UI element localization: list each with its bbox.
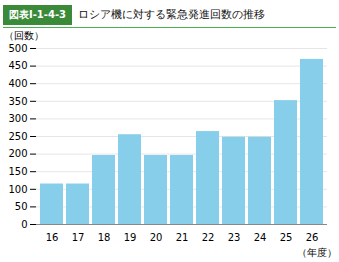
svg-text:200: 200 — [8, 148, 27, 159]
svg-text:500: 500 — [8, 43, 27, 54]
svg-text:300: 300 — [8, 113, 27, 124]
svg-text:22: 22 — [202, 232, 215, 243]
svg-text:17: 17 — [72, 232, 85, 243]
svg-text:25: 25 — [280, 232, 293, 243]
html-text:ロシア機に対する緊急発進回数の推移: ロシア機に対する緊急発進回数の推移 — [78, 8, 265, 21]
svg-text:450: 450 — [8, 60, 27, 71]
svg-text:20: 20 — [150, 232, 163, 243]
svg-text:50: 50 — [15, 201, 28, 212]
svg-text:（年度）: （年度） — [297, 247, 337, 258]
svg-text:26: 26 — [306, 232, 319, 243]
svg-text:23: 23 — [228, 232, 241, 243]
svg-text:19: 19 — [124, 232, 137, 243]
svg-text:16: 16 — [46, 232, 59, 243]
svg-text:350: 350 — [8, 96, 27, 107]
svg-text:21: 21 — [176, 232, 189, 243]
svg-text:24: 24 — [254, 232, 267, 243]
svg-text:400: 400 — [8, 78, 27, 89]
html-text:図表Ⅰ-1-4-3: 図表Ⅰ-1-4-3 — [9, 8, 66, 20]
svg-text:18: 18 — [98, 232, 111, 243]
svg-text:150: 150 — [8, 166, 27, 177]
svg-text:250: 250 — [8, 131, 27, 142]
svg-text:100: 100 — [8, 184, 27, 195]
svg-text:（回数）: （回数） — [4, 30, 44, 41]
svg-text:0: 0 — [21, 219, 27, 230]
